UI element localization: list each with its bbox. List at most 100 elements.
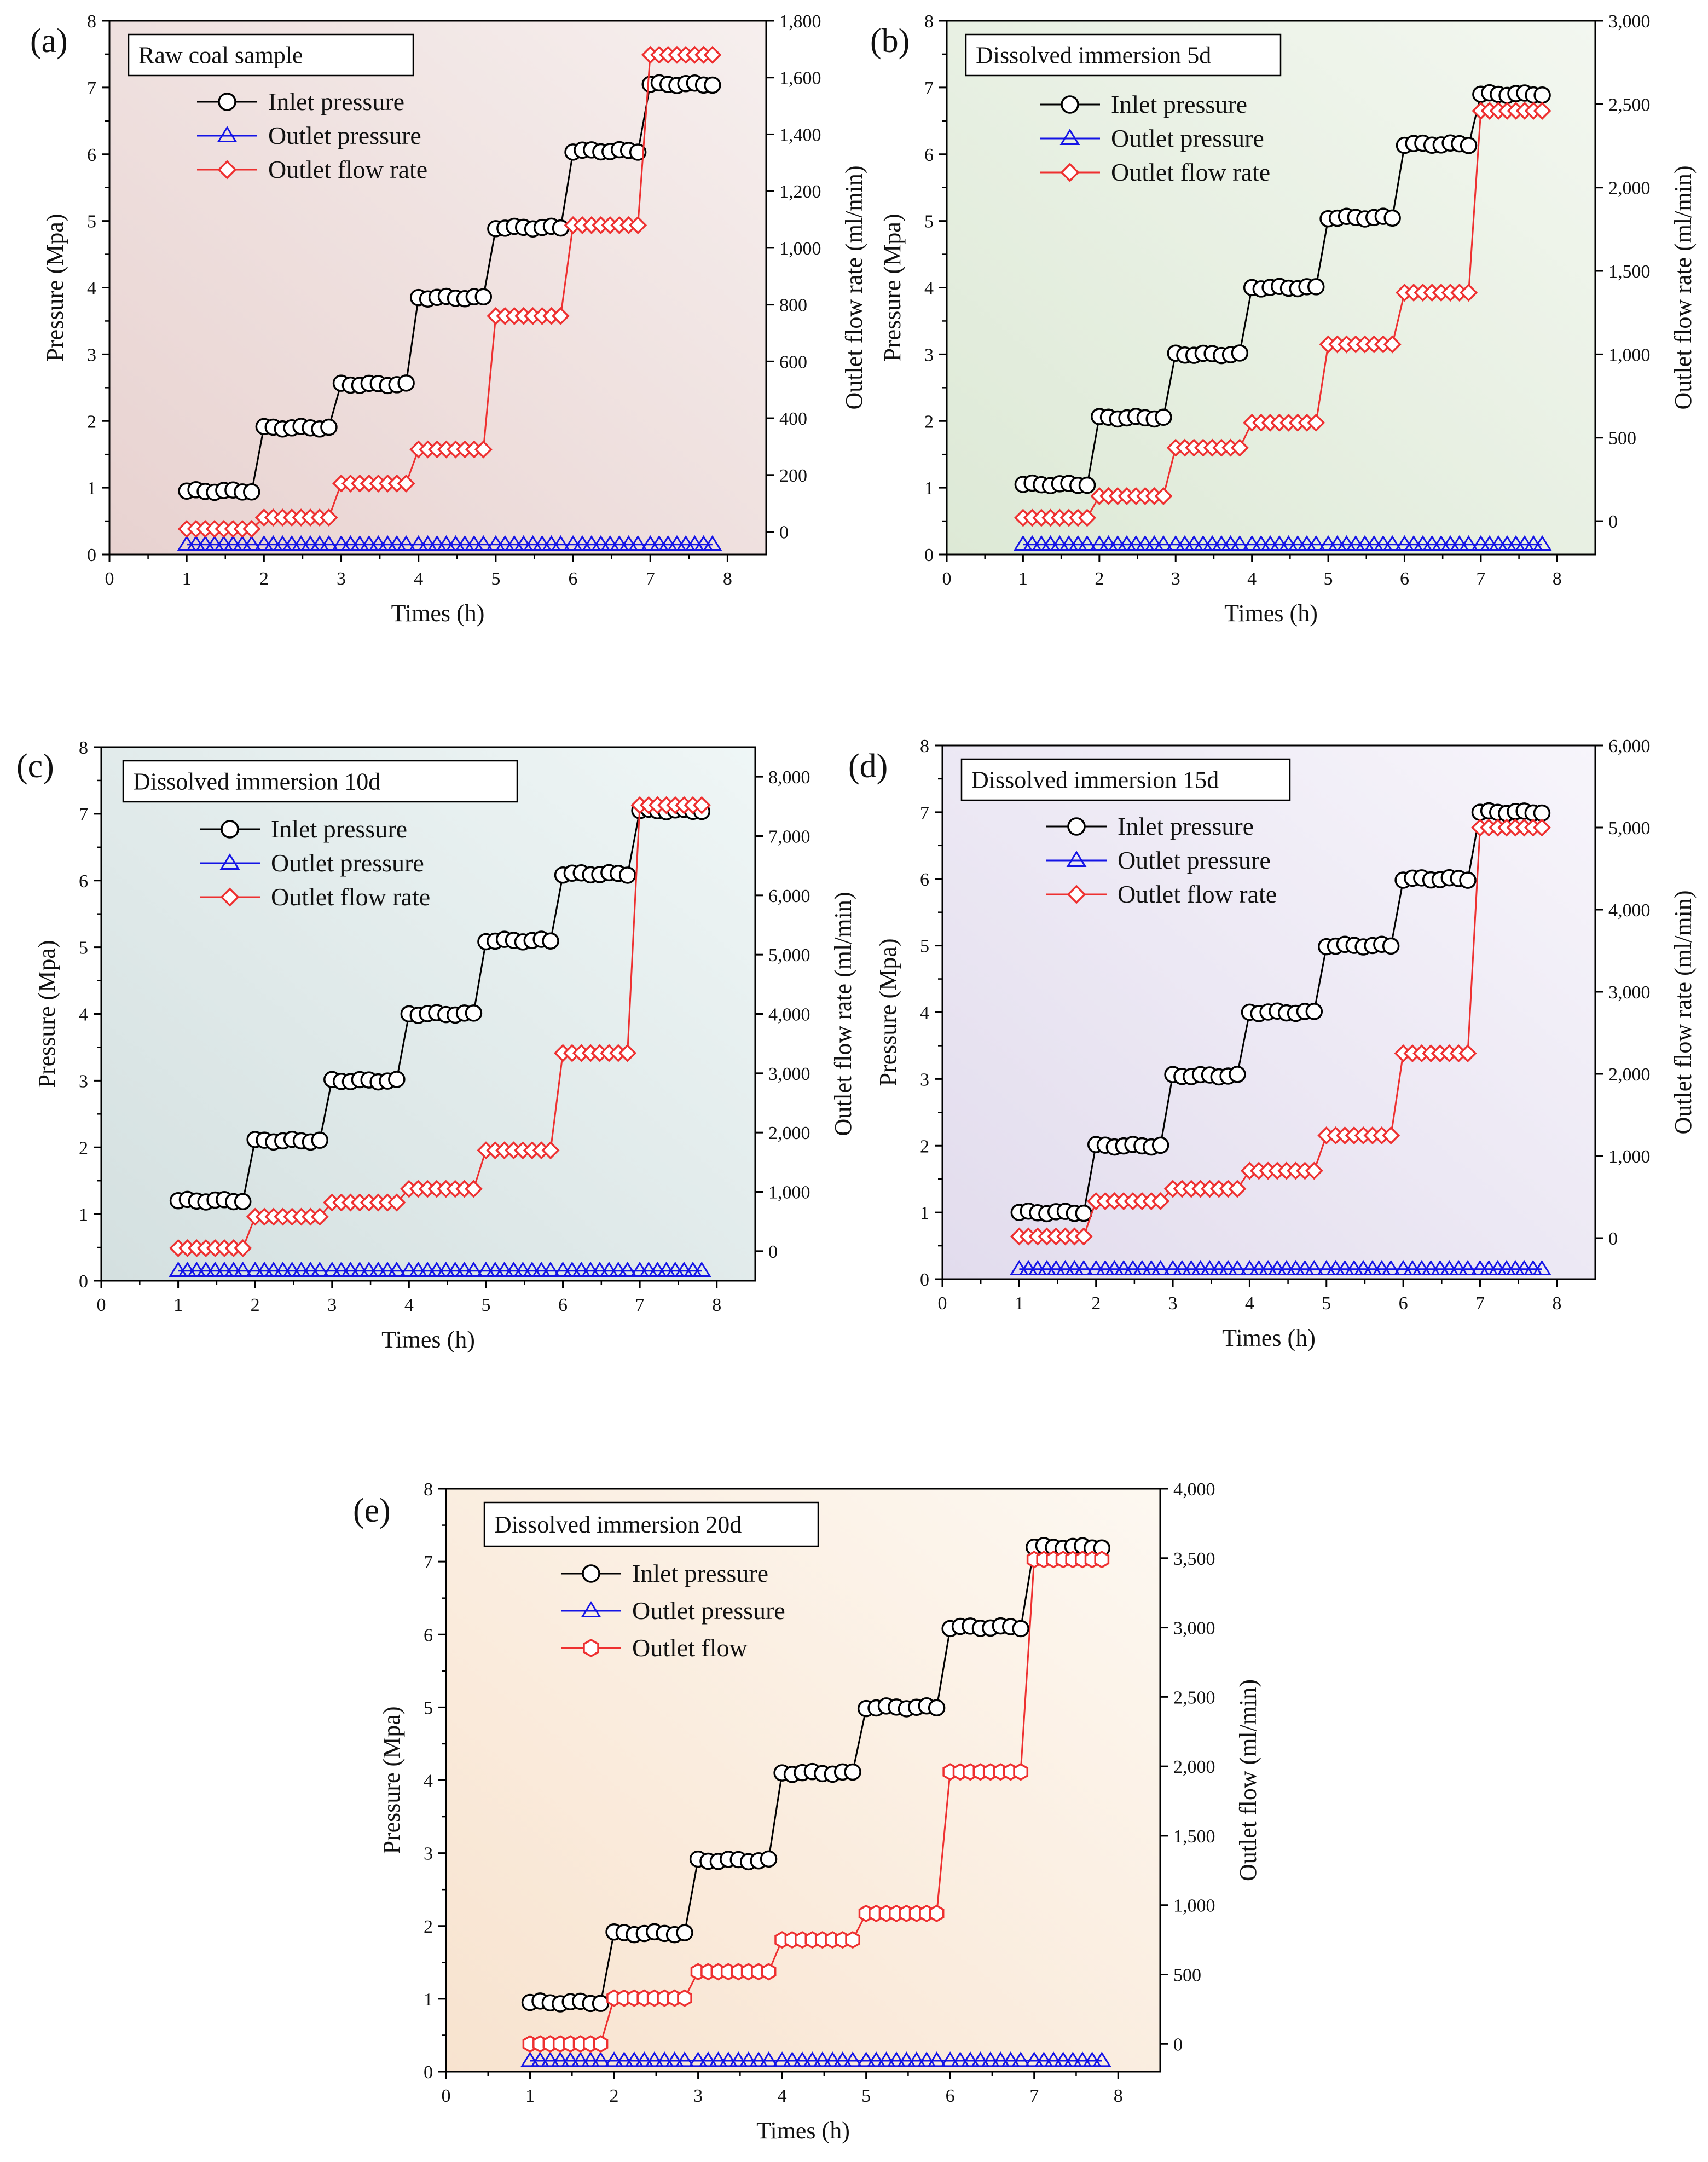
data-point-outlet-flow — [551, 307, 570, 325]
x-tick-label: 7 — [646, 569, 655, 589]
x-tick-label: 5 — [481, 1295, 490, 1315]
data-point-outlet-pressure — [1050, 535, 1069, 551]
x-tick-label: 8 — [1114, 2086, 1123, 2106]
data-point-outlet-pressure — [1056, 1259, 1075, 1276]
data-point-outlet-pressure — [628, 535, 648, 551]
data-point-outlet-pressure — [1172, 1259, 1192, 1276]
y2-tick-label: 800 — [779, 296, 807, 316]
y-tick-label: 3 — [920, 1070, 929, 1090]
data-point-outlet-flow — [397, 474, 415, 493]
series-inlet-pressure — [1010, 802, 1551, 1223]
data-point-outlet-pressure — [600, 535, 620, 551]
legend: Inlet pressure Outlet pressure Outlet flow… — [1046, 812, 1277, 908]
data-point-outlet-flow — [845, 1931, 860, 1949]
data-point-outlet-pressure — [1218, 1259, 1238, 1276]
y2-tick-label: 600 — [779, 352, 807, 372]
data-point-outlet-pressure — [1267, 1259, 1287, 1276]
data-point-outlet-pressure — [1028, 1259, 1047, 1276]
x-tick-label: 0 — [97, 1295, 106, 1315]
data-point-outlet-flow — [929, 1904, 945, 1922]
data-point-outlet-pressure — [1422, 535, 1442, 551]
data-point-outlet-pressure — [1009, 1259, 1029, 1276]
series-outlet-pressure — [169, 1261, 711, 1277]
panel-label: (a) — [30, 22, 68, 60]
data-point-outlet-pressure — [1046, 1259, 1066, 1276]
y-tick-label: 2 — [87, 412, 96, 432]
x-tick-label: 2 — [1095, 569, 1104, 589]
y-axis-title: Pressure (Mpa) — [879, 213, 906, 361]
y-axis-title: Pressure (Mpa) — [33, 940, 60, 1088]
y-tick-label: 5 — [79, 938, 88, 958]
y2-tick-label: 1,400 — [779, 125, 821, 145]
x-tick-label: 8 — [723, 569, 732, 589]
data-point-inlet-pressure — [1460, 137, 1478, 154]
x-tick-label: 6 — [1400, 569, 1409, 589]
data-point-outlet-pressure — [1182, 1259, 1201, 1276]
chart-panel-e: 0 1 2 3 4 5 6 7 8 0 1 2 3 4 5 6 7 8 0 500 1,000 1,500 2,000 2,5… — [353, 1479, 1261, 2144]
y-tick-label: 3 — [87, 345, 96, 365]
data-point-outlet-pressure — [1086, 1259, 1106, 1276]
y2-tick-label: 0 — [1608, 512, 1618, 532]
data-point-inlet-pressure — [320, 418, 338, 436]
x-tick-label: 7 — [1029, 2086, 1039, 2106]
data-point-outlet-flow — [464, 1180, 483, 1198]
data-point-inlet-pressure — [1533, 804, 1551, 822]
data-point-outlet-pressure — [445, 1261, 465, 1277]
data-point-outlet-pressure — [927, 2051, 947, 2067]
data-point-outlet-pressure — [495, 535, 515, 551]
y-tick-label: 0 — [924, 545, 934, 565]
data-point-outlet-pressure — [359, 535, 379, 551]
legend-marker-outlet-flow — [1067, 885, 1086, 904]
data-point-outlet-pressure — [195, 535, 215, 551]
data-point-outlet-pressure — [223, 535, 243, 551]
legend-marker-inlet-pressure — [221, 820, 239, 839]
x-tick-label: 7 — [635, 1295, 645, 1315]
data-point-outlet-pressure — [1059, 535, 1079, 551]
data-point-outlet-pressure — [1318, 535, 1338, 551]
x-tick-label: 4 — [1247, 569, 1257, 589]
data-point-outlet-pressure — [464, 535, 484, 551]
data-point-outlet-flow — [1230, 438, 1249, 457]
data-point-outlet-flow — [320, 508, 338, 527]
y2-tick-label: 3,000 — [1173, 1618, 1215, 1639]
data-point-outlet-pressure — [749, 2051, 768, 2067]
data-point-outlet-pressure — [541, 1261, 560, 1277]
chart-title: Dissolved immersion 5d — [976, 42, 1211, 69]
data-point-inlet-pressure — [1307, 278, 1325, 296]
data-point-outlet-pressure — [917, 2051, 936, 2067]
legend-marker-inlet-pressure — [218, 93, 236, 111]
data-point-outlet-pressure — [427, 1261, 447, 1277]
legend: Inlet pressure Outlet pressure Outlet flow… — [197, 88, 427, 183]
data-point-outlet-pressure — [1381, 1259, 1401, 1276]
data-point-outlet-pressure — [1240, 1259, 1259, 1276]
data-point-outlet-pressure — [532, 535, 552, 551]
data-point-outlet-flow — [761, 1963, 777, 1981]
data-point-outlet-pressure — [719, 2051, 738, 2067]
data-point-outlet-pressure — [254, 1261, 274, 1277]
y2-tick-label: 2,000 — [768, 1123, 810, 1143]
data-point-inlet-pressure — [465, 1004, 483, 1022]
data-point-outlet-pressure — [1439, 1259, 1459, 1276]
data-point-outlet-pressure — [1382, 535, 1402, 551]
series-outlet-pressure — [1014, 535, 1552, 551]
data-point-outlet-pressure — [1092, 2051, 1111, 2067]
data-point-outlet-pressure — [1154, 535, 1173, 551]
data-point-outlet-pressure — [877, 2051, 896, 2067]
data-point-outlet-pressure — [273, 535, 292, 551]
data-point-outlet-flow — [1532, 818, 1551, 837]
data-point-outlet-pressure — [1304, 1259, 1324, 1276]
data-point-outlet-flow — [234, 1239, 252, 1257]
data-point-outlet-pressure — [254, 535, 274, 551]
data-point-outlet-pressure — [1142, 1259, 1161, 1276]
data-point-outlet-pressure — [1335, 1259, 1354, 1276]
x-tick-label: 5 — [1324, 569, 1333, 589]
data-point-inlet-pressure — [760, 1850, 778, 1868]
title-box — [960, 758, 1291, 801]
data-point-outlet-pressure — [455, 535, 474, 551]
y2-axis-title: Outlet flow rate (ml/min) — [841, 166, 867, 410]
x-tick-label: 8 — [712, 1295, 721, 1315]
data-point-outlet-pressure — [1344, 1259, 1364, 1276]
data-point-outlet-pressure — [196, 1261, 216, 1277]
data-point-outlet-flow — [692, 796, 711, 814]
data-point-outlet-pressure — [310, 535, 329, 551]
